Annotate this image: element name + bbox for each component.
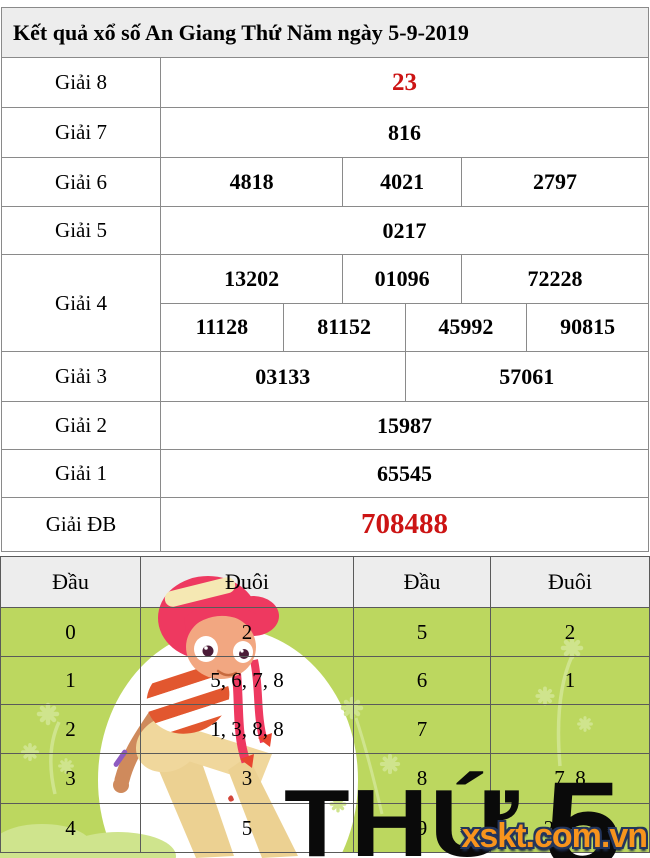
prize-table: Kết quả xổ số An Giang Thứ Năm ngày 5-9-…: [1, 7, 649, 552]
prize-label: Giải 2: [2, 402, 161, 449]
head-cell: 9: [353, 804, 490, 853]
table-row: 4 5 9 2, 6, 7: [1, 803, 649, 853]
prize-label: Giải 3: [2, 352, 161, 401]
table-row: 2 1, 3, 8, 8 7: [1, 704, 649, 753]
head-tail-header-row: Đầu Đuôi Đầu Đuôi: [1, 557, 649, 607]
table-row: 3 3 8 7, 8: [1, 753, 649, 803]
prize-value: 45992: [404, 303, 527, 351]
prize-value: 816: [388, 119, 421, 145]
tail-cell: 2: [140, 608, 353, 656]
tail-cell: 7, 8: [490, 754, 649, 803]
prize-row-g2: Giải 2 15987: [2, 401, 648, 449]
prize-value: 2797: [460, 158, 648, 206]
head-cell: 7: [353, 705, 490, 753]
prize-row-g5: Giải 5 0217: [2, 206, 648, 254]
tail-cell: 1, 3, 8, 8: [140, 705, 353, 753]
tail-cell: 2, 6, 7: [490, 804, 649, 853]
prize-value: 4021: [342, 158, 461, 206]
head-cell: 5: [353, 608, 490, 656]
prize-value: 23: [392, 68, 417, 96]
prize-value: 13202: [224, 265, 280, 291]
head-tail-section: Đầu Đuôi Đầu Đuôi 0 2 5 2 1 5, 6, 7, 8 6…: [0, 556, 650, 858]
prize-row-g4: Giải 4 13202 01096 72228 11128 81152 459…: [2, 254, 648, 351]
weekday-number: 5: [544, 757, 622, 858]
prize-row-g1: Giải 1 65545: [2, 449, 648, 497]
prize-value: 0217: [382, 217, 427, 243]
head-cell: 8: [353, 754, 490, 803]
head-cell: 6: [353, 657, 490, 704]
prize-value: 01096: [342, 255, 461, 303]
column-header: Đầu: [353, 557, 490, 607]
column-header: Đuôi: [490, 557, 649, 607]
prize-value: 4818: [229, 169, 274, 194]
prize-value: 57061: [404, 352, 649, 401]
tail-cell: 5: [140, 804, 353, 853]
prize-label: Giải ĐB: [2, 498, 161, 551]
prize-row-g7: Giải 7 816: [2, 107, 648, 157]
head-cell: 0: [65, 619, 76, 644]
weekday-overlay: THỨ 5: [284, 752, 622, 858]
prize-value: 90815: [526, 303, 648, 351]
prize-label: Giải 5: [2, 207, 161, 254]
prize-value: 65545: [377, 460, 432, 486]
table-row: 0 2 5 2: [1, 607, 649, 656]
prize-label: Giải 8: [2, 58, 161, 107]
girl-illustration: [0, 576, 593, 858]
head-cell: 3: [65, 766, 76, 790]
head-cell: 2: [65, 716, 76, 741]
prize-value: 72228: [460, 255, 648, 303]
column-header: Đuôi: [140, 557, 353, 607]
prize-row-gdb: Giải ĐB 708488: [2, 497, 648, 551]
page-title: Kết quả xổ số An Giang Thứ Năm ngày 5-9-…: [2, 8, 648, 57]
column-header: Đầu: [52, 569, 89, 594]
tail-cell: 2: [490, 608, 649, 656]
prize-row-g8: Giải 8 23: [2, 57, 648, 107]
weekday-word: THỨ: [284, 770, 520, 858]
tail-cell: 3: [140, 754, 353, 803]
prize-row-g3: Giải 3 03133 57061: [2, 351, 648, 401]
prize-label: Giải 6: [2, 158, 161, 206]
prize-value: 03133: [255, 363, 311, 389]
table-row: 1 5, 6, 7, 8 6 1: [1, 656, 649, 704]
head-tail-table: Đầu Đuôi Đầu Đuôi 0 2 5 2 1 5, 6, 7, 8 6…: [0, 556, 650, 853]
prize-label: Giải 7: [2, 108, 161, 157]
prize-label: Giải 1: [2, 450, 161, 497]
prize-value: 11128: [195, 314, 249, 340]
tail-cell: 1: [490, 657, 649, 704]
head-cell: 1: [65, 668, 76, 692]
prize-value: 708488: [361, 508, 448, 540]
prize-label: Giải 4: [2, 255, 161, 351]
prize-row-g6: Giải 6 4818 4021 2797: [2, 157, 648, 206]
prize-value: 81152: [282, 303, 405, 351]
tail-cell: [490, 705, 649, 753]
tail-cell: 5, 6, 7, 8: [140, 657, 353, 704]
site-watermark[interactable]: xskt.com.vn: [461, 817, 648, 855]
head-cell: 4: [65, 816, 76, 840]
prize-value: 15987: [377, 412, 432, 438]
